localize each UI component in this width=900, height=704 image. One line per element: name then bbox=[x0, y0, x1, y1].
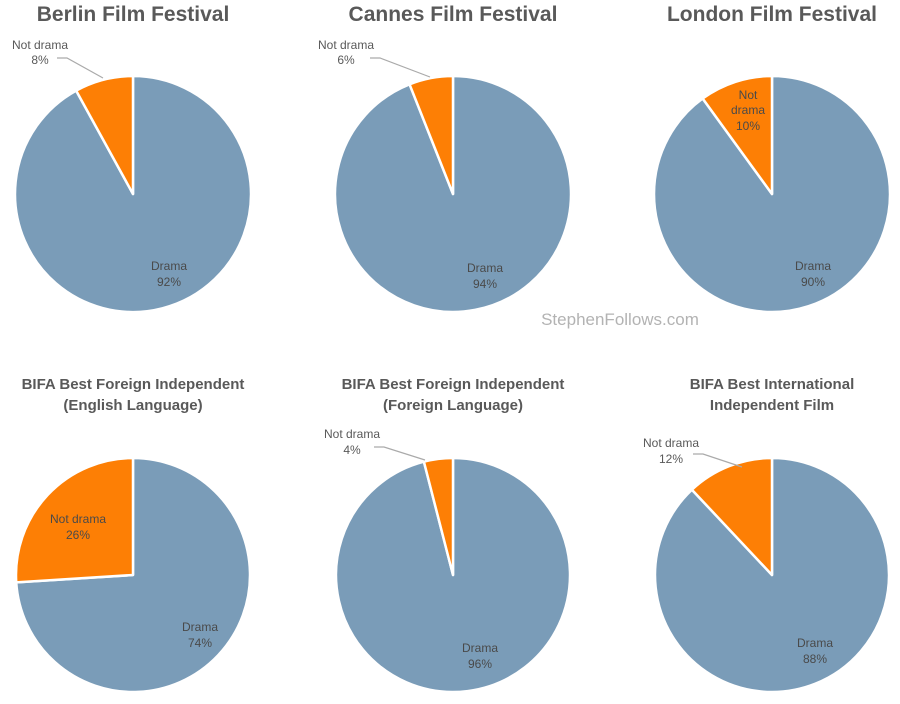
leader-line bbox=[370, 57, 431, 78]
slice-value-not-drama: 4% bbox=[343, 443, 361, 457]
slice-label-drama: Drama bbox=[467, 261, 503, 275]
slice-label-not-drama: Not drama bbox=[324, 427, 380, 441]
slice-value-drama: 88% bbox=[803, 652, 827, 666]
slice-label-not-drama-line2: drama bbox=[731, 103, 765, 117]
slice-value-drama: 74% bbox=[188, 636, 212, 650]
pie-chart-6: BIFA Best International Independent Film D… bbox=[643, 376, 891, 694]
pie-chart-5: BIFA Best Foreign Independent (Foreign La… bbox=[324, 376, 572, 694]
chart-title: BIFA Best Foreign Independent bbox=[342, 376, 565, 393]
watermark: StephenFollows.com bbox=[541, 310, 699, 329]
chart-title: Independent Film bbox=[710, 397, 834, 414]
slice-not-drama bbox=[14, 456, 135, 584]
leader-line bbox=[374, 446, 426, 461]
slice-label-not-drama: Not drama bbox=[643, 436, 699, 450]
leader-line bbox=[57, 57, 104, 79]
slice-not-drama bbox=[74, 74, 135, 196]
slice-not-drama bbox=[701, 74, 774, 196]
slice-value-not-drama: 10% bbox=[736, 119, 760, 133]
slice-label-drama: Drama bbox=[462, 641, 498, 655]
pie-chart-4: BIFA Best Foreign Independent (English La… bbox=[14, 376, 252, 694]
chart-title: BIFA Best Foreign Independent bbox=[22, 376, 245, 393]
slice-label-not-drama: Not drama bbox=[12, 38, 68, 52]
chart-title: (English Language) bbox=[63, 397, 202, 414]
leader-line bbox=[693, 453, 743, 468]
chart-title: Cannes Film Festival bbox=[349, 3, 558, 26]
chart-title: (Foreign Language) bbox=[383, 397, 523, 414]
slice-label-drama: Drama bbox=[797, 636, 833, 650]
chart-title: Berlin Film Festival bbox=[37, 3, 230, 26]
slice-value-not-drama: 6% bbox=[337, 53, 355, 67]
chart-title: London Film Festival bbox=[667, 3, 877, 26]
slice-label-drama: Drama bbox=[151, 259, 187, 273]
slice-label-not-drama: Not drama bbox=[50, 512, 106, 526]
slice-value-drama: 94% bbox=[473, 277, 497, 291]
chart-title: BIFA Best International bbox=[690, 376, 854, 393]
slice-value-drama: 96% bbox=[468, 657, 492, 671]
slice-not-drama bbox=[408, 74, 455, 196]
slice-label-not-drama: Not bbox=[739, 88, 758, 102]
slice-value-not-drama: 26% bbox=[66, 528, 90, 542]
slice-label-not-drama: Not drama bbox=[318, 38, 374, 52]
slice-label-drama: Drama bbox=[795, 259, 831, 273]
slice-label-drama: Drama bbox=[182, 620, 218, 634]
slice-not-drama bbox=[690, 456, 774, 577]
slice-value-not-drama: 8% bbox=[31, 53, 49, 67]
slice-value-drama: 90% bbox=[801, 275, 825, 289]
slice-not-drama bbox=[422, 456, 455, 577]
slice-value-drama: 92% bbox=[157, 275, 181, 289]
slice-value-not-drama: 12% bbox=[659, 452, 683, 466]
